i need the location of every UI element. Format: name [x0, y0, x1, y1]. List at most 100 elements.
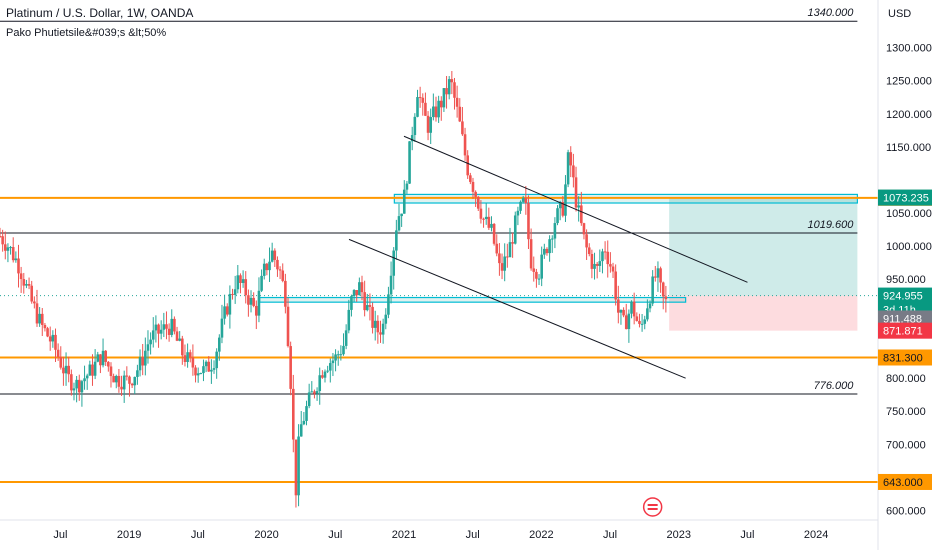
candle-body — [479, 208, 483, 219]
candle-body — [490, 223, 493, 228]
trendlines-layer[interactable] — [348, 135, 748, 379]
indicator-label[interactable]: Pako Phutietsile&#039;s &lt;50% — [6, 27, 167, 39]
price-tick-label: 1200.000 — [886, 109, 932, 121]
candle-body — [62, 367, 65, 374]
candle-body — [183, 355, 187, 362]
candle-body — [476, 196, 480, 209]
candle-body — [513, 215, 517, 244]
candle-body — [421, 97, 425, 103]
candle-body — [67, 365, 71, 375]
candle-body — [188, 352, 192, 358]
candle-body — [241, 279, 245, 283]
price-tick-label: 1250.000 — [886, 76, 932, 88]
candle-body — [492, 223, 496, 244]
candle-body — [35, 303, 39, 324]
candle-body — [352, 290, 356, 297]
candle-body — [310, 391, 314, 393]
candle-body — [286, 306, 290, 347]
trendline[interactable] — [348, 238, 686, 379]
candle-body — [3, 244, 7, 251]
candle-body — [630, 301, 633, 314]
candle-body — [107, 361, 110, 367]
candle-body — [202, 366, 205, 374]
time-axis[interactable]: Jul 2019 Jul 2020 Jul 2021 Jul 2022 Jul 2023 Jul 20… — [0, 497, 878, 541]
candle-body — [614, 271, 617, 300]
candle-body — [120, 386, 123, 390]
candle-body — [350, 296, 353, 310]
candle-body — [336, 354, 340, 356]
candle-body — [167, 328, 171, 335]
candle-body — [133, 376, 137, 386]
candle-body — [141, 357, 144, 366]
candle-body — [75, 379, 78, 389]
candle-body — [577, 205, 580, 208]
candle-body — [500, 263, 504, 271]
candle-body — [191, 357, 195, 368]
candle-body — [85, 375, 89, 379]
candle-body — [484, 216, 488, 219]
candle-body — [321, 375, 324, 378]
level-price-tag — [878, 473, 932, 490]
support-zone[interactable] — [259, 296, 687, 303]
trendline[interactable] — [403, 135, 748, 283]
candle-body — [207, 361, 211, 372]
symbol-title[interactable]: Platinum / U.S. Dollar, 1W, OANDA — [6, 6, 194, 20]
candle-body — [347, 309, 351, 331]
candle-body — [455, 97, 459, 107]
candle-body — [617, 299, 620, 313]
candle-body — [154, 324, 158, 331]
candle-body — [9, 247, 12, 249]
candle-body — [416, 97, 419, 117]
candle-body — [635, 316, 639, 321]
levels-layer: 1340.000 1019.600 776.000 — [0, 7, 878, 483]
price-tick-label: 800.000 — [886, 373, 926, 385]
candle-body — [413, 116, 417, 136]
candle-body — [43, 324, 47, 329]
candle-body — [136, 370, 139, 377]
candle-body — [181, 338, 184, 356]
candle-body — [572, 165, 575, 178]
level-label: 1340.000 — [807, 7, 854, 19]
candle-body — [0, 236, 2, 238]
candle-body — [601, 251, 604, 262]
candle-body — [640, 323, 644, 325]
candle-body — [101, 350, 105, 366]
candle-body — [519, 201, 522, 211]
candle-body — [585, 234, 588, 248]
candle-body — [471, 181, 475, 192]
candle-body — [424, 102, 427, 116]
position-stop-zone[interactable] — [669, 295, 858, 331]
candle-body — [22, 279, 26, 286]
candle-body — [595, 263, 599, 266]
price-axis[interactable]: 600.000650.000700.000750.000800.000900.0… — [877, 0, 932, 550]
candle-body — [659, 268, 662, 283]
candle-body — [360, 282, 364, 293]
candle-body — [529, 239, 533, 269]
candle-body — [170, 318, 174, 335]
candle-body — [426, 115, 430, 133]
candle-body — [569, 152, 573, 166]
candle-body — [397, 216, 401, 231]
candle-body — [402, 189, 406, 214]
position-target-zone[interactable] — [669, 197, 858, 296]
candle-body — [466, 155, 469, 176]
candle-body — [521, 197, 525, 202]
us-flag-stripe — [647, 504, 658, 506]
candle-body — [289, 346, 292, 389]
candle-body — [548, 239, 551, 254]
price-tick-label: 750.000 — [886, 406, 926, 418]
candle-body — [48, 336, 52, 342]
candle-body — [580, 205, 583, 224]
candle-body — [627, 313, 631, 330]
candle-body — [159, 329, 163, 334]
candle-body — [461, 121, 464, 135]
us-flag-icon[interactable] — [642, 497, 663, 517]
candle-body — [498, 253, 501, 264]
candle-body — [162, 324, 166, 330]
candle-body — [307, 392, 311, 407]
candle-body — [194, 367, 197, 376]
candle-body — [365, 305, 369, 311]
candle-body — [453, 82, 456, 98]
candle-body — [355, 290, 359, 296]
